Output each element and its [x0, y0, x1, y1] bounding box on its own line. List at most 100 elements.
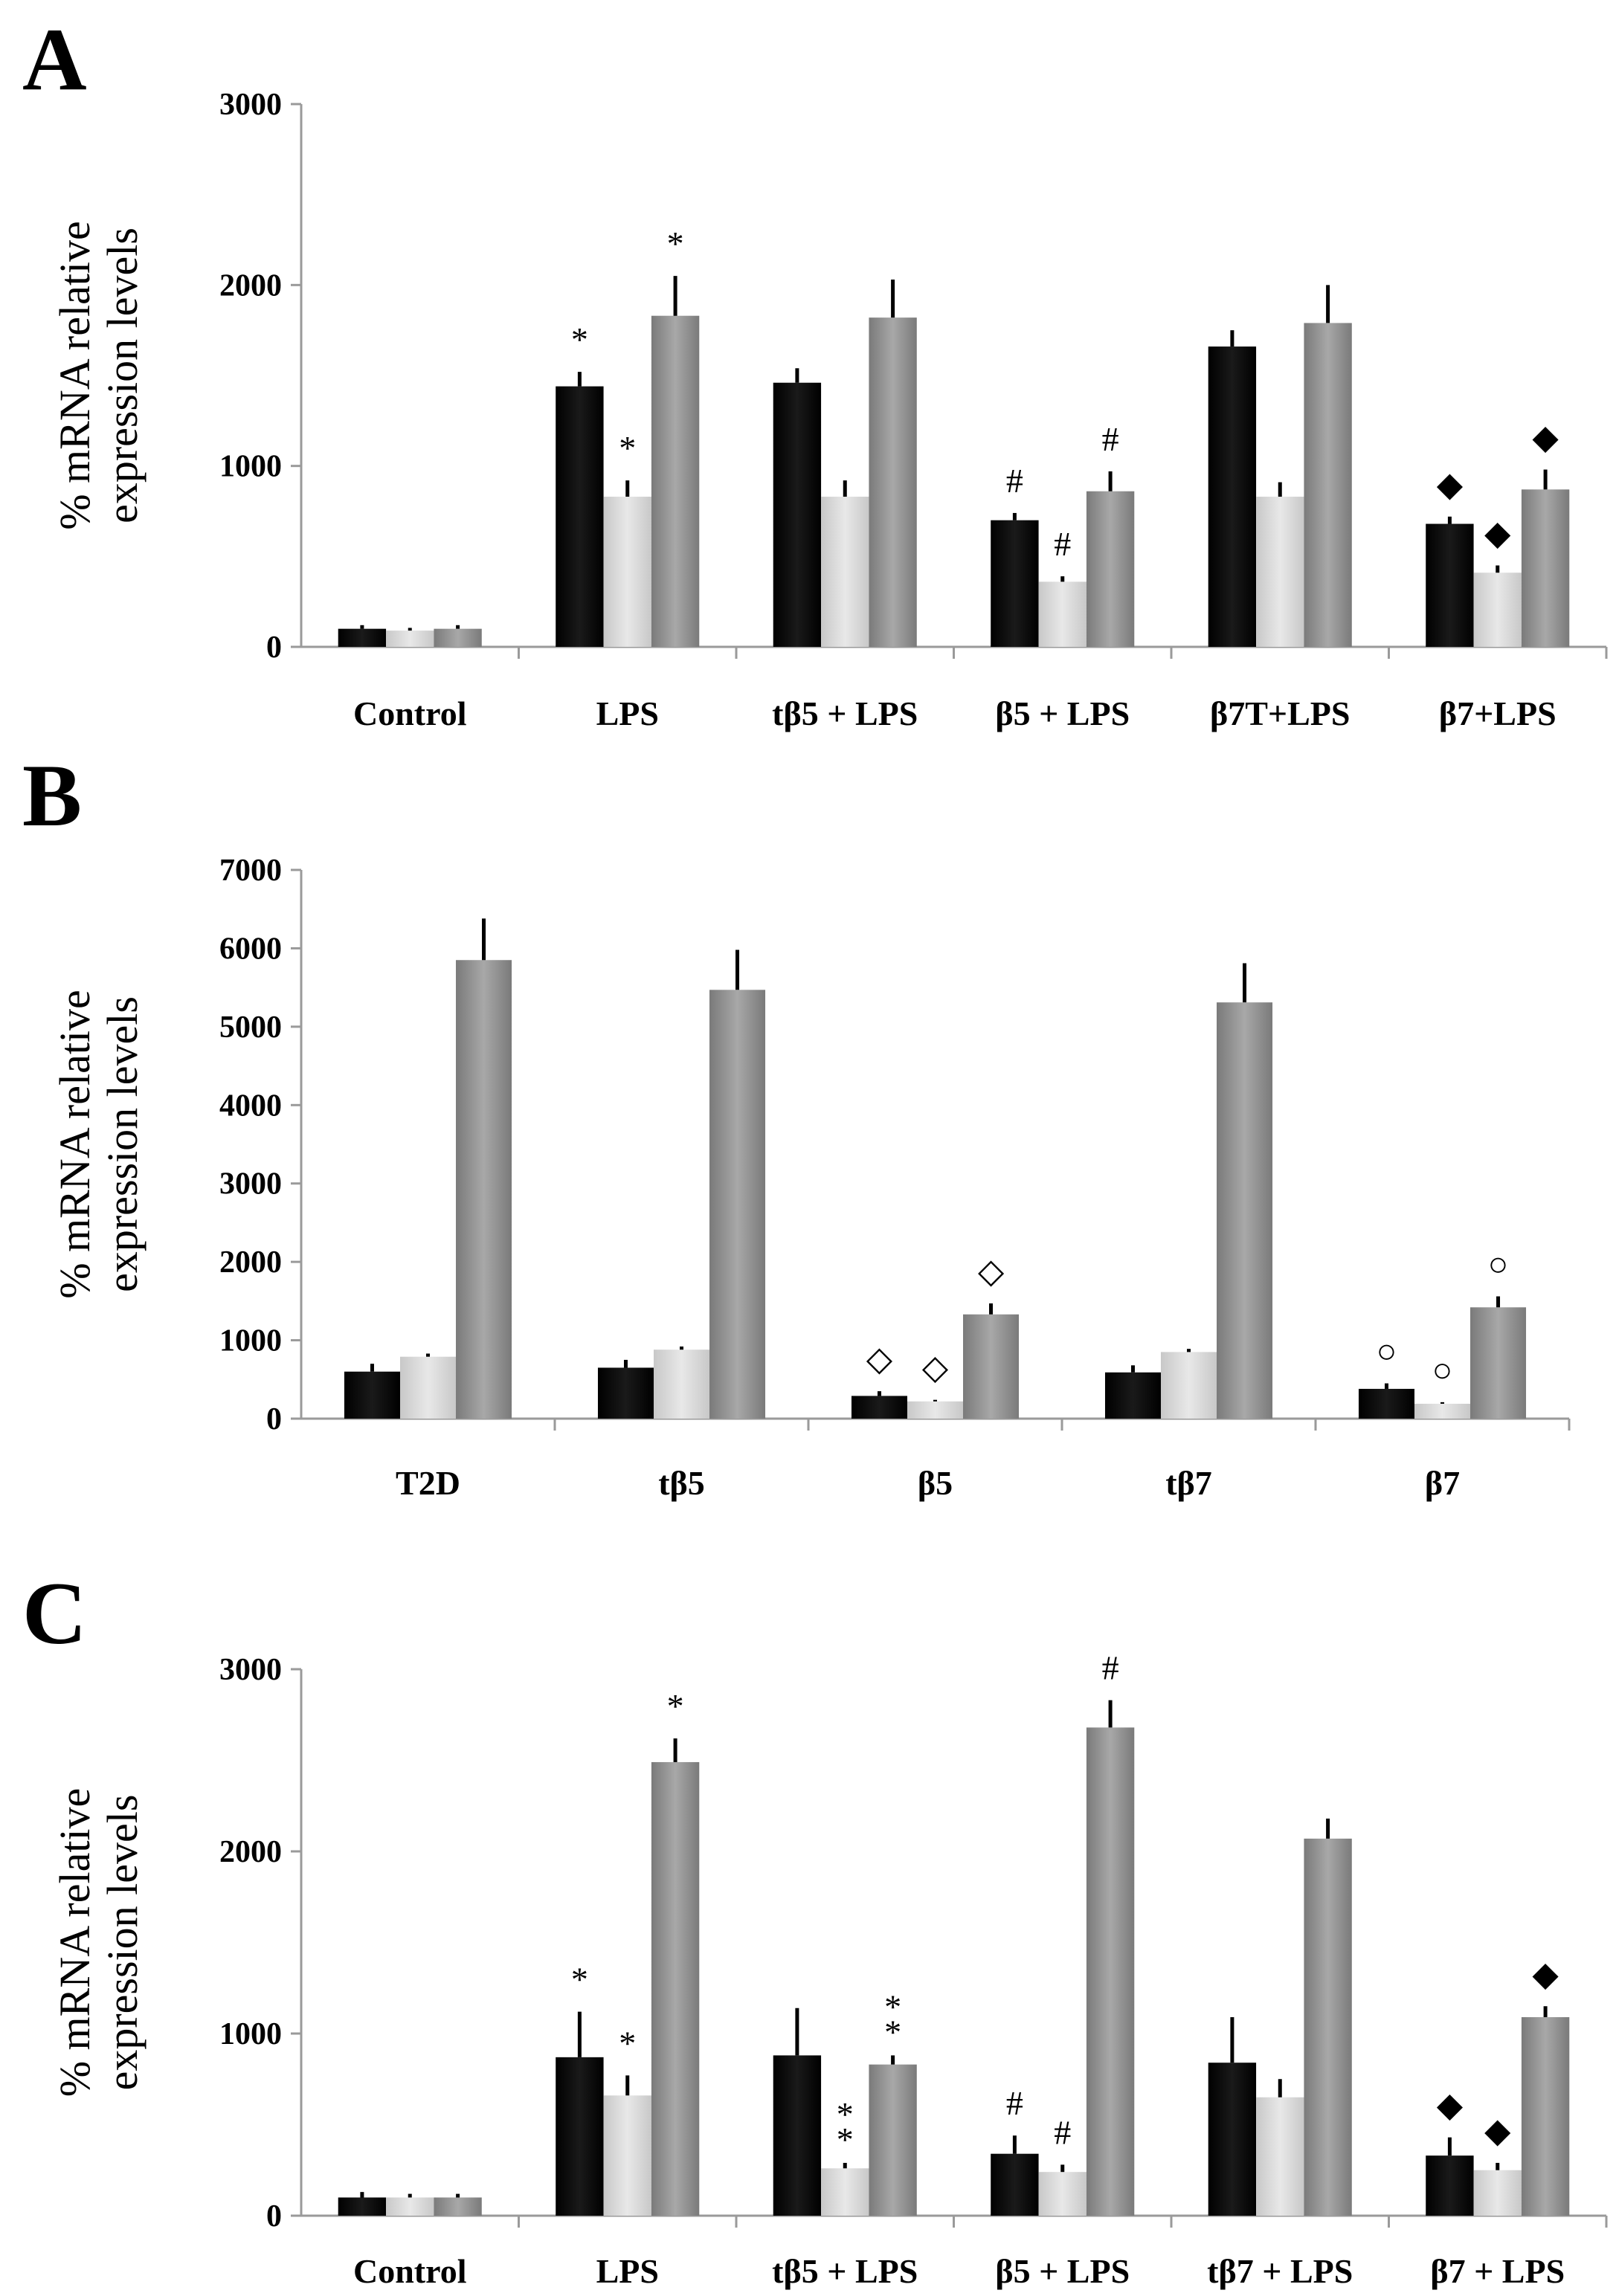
marker-star: *: [884, 1987, 901, 2025]
significance-marker: ◇: [978, 1252, 1005, 1290]
bar-series-2: [603, 497, 651, 647]
category-label: β7 + LPS: [1430, 2252, 1565, 2290]
marker-star: *: [837, 2095, 854, 2133]
significance-marker: ◆: [1532, 419, 1559, 457]
marker-star: *: [884, 2013, 901, 2051]
y-tick-label: 0: [266, 2199, 282, 2234]
panel-letter: C: [22, 1564, 87, 1663]
panel-letter: B: [22, 746, 82, 845]
bar-series-3: [1086, 491, 1135, 647]
y-tick-label: 0: [266, 1402, 282, 1436]
significance-marker: *: [571, 1961, 588, 1999]
bar-series-3: [869, 317, 917, 647]
y-axis-label-line-2: expression levels: [98, 1795, 147, 2091]
significance-marker: ◆: [1484, 515, 1511, 552]
y-axis-label-line-1: % mRNA relative: [51, 221, 99, 530]
significance-marker: ◇: [922, 1349, 949, 1387]
bar-series-2: [821, 2168, 869, 2216]
category-label: tβ7: [1165, 1464, 1212, 1502]
category-label: tβ5 + LPS: [772, 694, 918, 732]
category-label: tβ5: [658, 1464, 705, 1502]
bar-series-3: [651, 1761, 700, 2216]
y-tick-label: 1000: [219, 450, 282, 484]
significance-marker: *: [619, 429, 636, 467]
y-tick-label: 2000: [219, 268, 282, 303]
bar-series-3: [1521, 489, 1570, 647]
significance-marker: ○: [1488, 1245, 1509, 1283]
category-label: tβ5 + LPS: [772, 2252, 918, 2290]
bar-series-3: [963, 1314, 1020, 1419]
y-tick-label: 5000: [219, 1010, 282, 1045]
panel-c: C % mRNA relativeexpression levels 0 1000 20…: [22, 1564, 1608, 2290]
category-label: tβ7 + LPS: [1207, 2252, 1353, 2290]
panel-a: A % mRNA relativeexpression levels 0 1000 20…: [22, 10, 1608, 732]
y-tick-label: 7000: [219, 854, 282, 888]
bar-series-2: [1038, 2172, 1087, 2216]
significance-marker: * *: [837, 2095, 854, 2158]
bar-series-1: [338, 628, 387, 647]
bar-series-2: [1473, 2170, 1522, 2216]
bar-series-1: [773, 382, 822, 647]
y-axis-label-line-2: expression levels: [98, 996, 147, 1292]
category-label: T2D: [396, 1464, 460, 1502]
category-label: β5 + LPS: [995, 694, 1130, 732]
category-label: β7T+LPS: [1210, 694, 1351, 732]
significance-marker: #: [1006, 2084, 1023, 2122]
bar-series-1: [1358, 1388, 1414, 1419]
bar-series-2: [1473, 573, 1522, 647]
bar-series-3: [869, 2064, 917, 2216]
panel-letter: A: [22, 10, 87, 109]
bar-series-3: [1217, 1002, 1273, 1419]
bar-series-3: [1304, 323, 1352, 647]
significance-marker: * *: [884, 1987, 901, 2051]
bar-series-2: [386, 631, 434, 647]
significance-marker: ◆: [1437, 465, 1464, 503]
significance-marker: #: [1006, 462, 1023, 500]
bar-series-1: [344, 1371, 400, 1419]
bar-series-1: [556, 2057, 604, 2216]
category-label: β7: [1425, 1464, 1460, 1502]
bar-series-1: [338, 2197, 387, 2216]
bar-series-2: [653, 1349, 710, 1419]
y-tick-label: 0: [266, 631, 282, 665]
bar-series-1: [1104, 1372, 1161, 1419]
bar-series-2: [1038, 581, 1087, 647]
y-tick-label: 1000: [219, 2017, 282, 2051]
bar-series-3: [434, 628, 482, 647]
bar-series-1: [991, 520, 1039, 647]
y-axis-label-line-1: % mRNA relative: [51, 1788, 99, 2097]
significance-marker: *: [667, 1687, 684, 1725]
y-tick-label: 3000: [219, 1167, 282, 1202]
y-tick-label: 2000: [219, 1835, 282, 1869]
category-label: β5: [918, 1464, 953, 1502]
bar-series-1: [851, 1396, 907, 1419]
bar-series-3: [1521, 2016, 1570, 2216]
bar-series-2: [399, 1356, 457, 1419]
y-axis-label: % mRNA relativeexpression levels: [51, 221, 147, 530]
bar-series-2: [386, 2197, 434, 2216]
y-tick-label: 2000: [219, 1245, 282, 1280]
bar-series-2: [1160, 1352, 1217, 1419]
significance-marker: ○: [1432, 1351, 1453, 1389]
bar-series-3: [709, 990, 766, 1419]
category-label: β5 + LPS: [995, 2252, 1130, 2290]
category-label: β7+LPS: [1439, 694, 1557, 732]
bar-series-2: [603, 2095, 651, 2216]
bar-series-1: [1208, 2063, 1257, 2216]
y-tick-label: 1000: [219, 1324, 282, 1358]
bar-series-2: [1256, 497, 1304, 647]
bar-series-1: [1426, 2155, 1474, 2216]
bar-series-2: [821, 497, 869, 647]
bar-series-3: [456, 960, 512, 1419]
significance-marker: ○: [1377, 1332, 1397, 1370]
significance-marker: *: [667, 225, 684, 262]
significance-marker: ◆: [1532, 1955, 1559, 1993]
bar-series-2: [1256, 2097, 1304, 2216]
bar-series-3: [1470, 1307, 1527, 1419]
significance-marker: ◇: [866, 1340, 893, 1378]
y-axis-label-line-1: % mRNA relative: [51, 990, 99, 1299]
y-axis-label-line-2: expression levels: [98, 228, 147, 523]
bar-series-3: [1304, 1838, 1352, 2216]
significance-marker: ◆: [1437, 2086, 1464, 2124]
significance-marker: #: [1054, 2113, 1071, 2151]
